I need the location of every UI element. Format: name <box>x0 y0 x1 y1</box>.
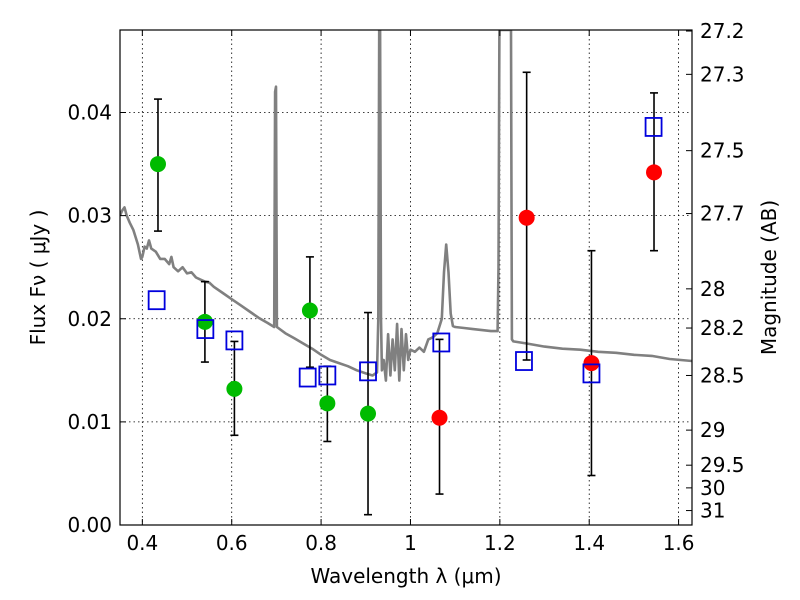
model_photometry-square-point <box>432 332 451 353</box>
errorbar-layer <box>153 71 659 516</box>
model-spectrum-layer <box>120 30 692 382</box>
model_photometry-square-point <box>359 361 377 382</box>
y2-tick-label: 27.3 <box>700 62 745 86</box>
y2-tick-label: 28.2 <box>700 316 745 340</box>
y2-tick-label: 30 <box>700 476 725 500</box>
y2-tick-label: 29 <box>700 418 725 442</box>
x-tick-label: 1 <box>404 531 417 555</box>
detections-point <box>319 395 336 412</box>
x-axis-title: Wavelength λ (μm) <box>310 564 501 588</box>
grid <box>120 30 692 526</box>
infrared-point <box>518 209 535 226</box>
y-tick-label: 0.01 <box>67 410 112 434</box>
infrared-point <box>431 409 448 426</box>
detections-point <box>196 313 213 330</box>
model_photometry-square-point <box>582 363 601 384</box>
x-tick-label: 0.6 <box>216 531 248 555</box>
model_photometry-square-point <box>196 319 215 339</box>
detections-point <box>149 156 166 173</box>
infrared-point <box>583 355 600 372</box>
infrared-point <box>646 164 663 181</box>
detections-point <box>360 405 377 422</box>
model_photometry-square-point <box>644 117 663 137</box>
x-tick-label: 0.4 <box>126 531 158 555</box>
y2-axis-title: Magnitude (AB) <box>757 200 781 355</box>
model_photometry-square-point <box>318 365 337 386</box>
model_photometry-square-point <box>147 290 166 311</box>
x-tick-label: 1.4 <box>573 531 605 555</box>
x-tick-label: 0.8 <box>305 531 337 555</box>
model_photometry-square-point <box>225 330 244 351</box>
y-tick-label: 0.03 <box>67 204 112 228</box>
y-tick-label: 0.02 <box>67 307 112 331</box>
model_photometry-square-point <box>298 367 317 388</box>
marker-layer <box>147 117 663 426</box>
y-axis-title: Flux Fν ( μJy ) <box>26 210 50 346</box>
model-spectrum-line <box>120 30 692 382</box>
detections-point <box>301 302 318 319</box>
plot-frame <box>119 29 693 526</box>
y2-tick-label: 28 <box>700 277 725 301</box>
y-tick-label: 0.04 <box>67 101 112 125</box>
y-axis: 0.00 0.01 0.02 0.03 0.04 <box>67 101 126 537</box>
x-tick-label: 1.2 <box>484 531 516 555</box>
y2-tick-label: 29.5 <box>700 453 745 477</box>
y2-tick-label: 27.5 <box>700 139 745 163</box>
y2-tick-label: 31 <box>700 499 725 523</box>
y-tick-label: 0.00 <box>67 513 112 537</box>
detections-point <box>226 380 243 397</box>
y2-tick-label: 27.7 <box>700 202 745 226</box>
y2-tick-label: 27.2 <box>700 19 745 43</box>
x-axis: 0.4 0.6 0.8 1 1.2 1.4 1.6 <box>126 30 695 555</box>
model_photometry-square-point <box>515 351 533 371</box>
y2-tick-label: 28.5 <box>700 363 745 387</box>
x-tick-label: 1.6 <box>663 531 695 555</box>
